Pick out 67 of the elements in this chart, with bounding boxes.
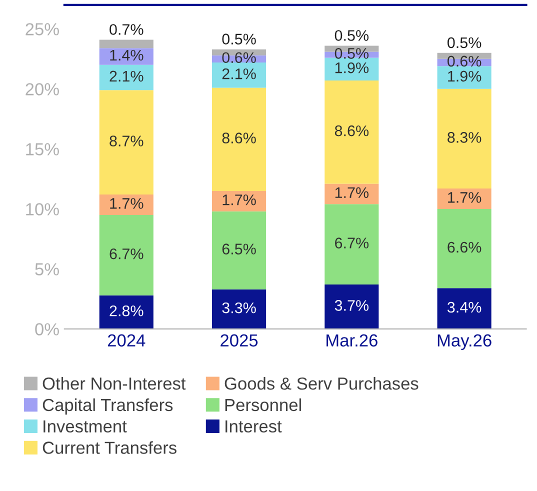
bar [99, 48, 154, 65]
y-tick-label: 25% [26, 23, 59, 36]
bar [212, 211, 266, 290]
x-tick-label: May.26 [438, 334, 492, 350]
data-label: 2.1% [222, 68, 256, 80]
data-label: 6.7% [335, 238, 369, 248]
data-label: 6.5% [222, 244, 256, 254]
data-label: 2.1% [110, 70, 144, 82]
data-label: 1.7% [222, 194, 256, 206]
bar [99, 40, 154, 48]
y-tick-label: 20% [26, 83, 59, 96]
data-label: 0.5% [334, 30, 369, 41]
y-tick-label: 15% [26, 143, 59, 156]
data-label: 8.7% [110, 136, 144, 146]
bar [99, 214, 154, 296]
x-tick-label: Mar.26 [326, 334, 378, 347]
bar [99, 295, 154, 329]
legend-label: Capital Transfers [42, 398, 173, 415]
bar [324, 58, 379, 81]
data-label: 6.6% [448, 242, 482, 253]
bar [324, 80, 379, 184]
data-label: 3.3% [222, 302, 256, 314]
legend-label: Personnel [225, 398, 301, 412]
data-label: 3.7% [334, 300, 369, 311]
legend-label: Interest [226, 420, 282, 433]
data-label: 8.6% [222, 132, 256, 144]
data-label: 8.6% [334, 125, 369, 136]
data-label: 1.7% [110, 198, 144, 209]
bar [324, 184, 379, 204]
bar [437, 88, 492, 189]
bar [212, 190, 266, 212]
data-label: 2.8% [110, 305, 144, 316]
data-label: 6.7% [110, 248, 144, 260]
bar [212, 289, 266, 329]
bar [212, 62, 266, 88]
data-label: 1.4% [110, 50, 144, 61]
legend-label: Investment [44, 420, 127, 433]
bar [99, 64, 154, 90]
data-label: 0.5% [222, 34, 256, 44]
data-label: 0.6% [222, 52, 256, 64]
data-label: 1.9% [335, 62, 369, 74]
data-label: 3.4% [447, 302, 482, 313]
bar [437, 208, 492, 288]
bar [99, 90, 154, 195]
data-label: 0.5% [447, 37, 482, 48]
bar [437, 66, 492, 89]
data-label: 1.7% [335, 187, 369, 198]
y-tick-label: 0% [35, 323, 59, 336]
data-label: 1.7% [448, 192, 482, 203]
legend-label: Other Non-Interest [42, 377, 186, 390]
x-tick-label: 2025 [220, 334, 258, 347]
x-tick-label: 2024 [108, 334, 146, 347]
bar [212, 88, 266, 191]
bar [324, 204, 379, 285]
data-label: 1.9% [448, 70, 482, 82]
y-tick-label: 10% [26, 203, 59, 216]
bar [437, 188, 492, 209]
legend-label: Current Transfers [42, 441, 176, 454]
data-label: 0.5% [334, 48, 369, 59]
data-label: 8.3% [448, 132, 482, 143]
y-tick-label: 5% [35, 263, 59, 276]
bar [324, 284, 379, 329]
data-label: 0.6% [447, 56, 482, 67]
data-label: 0.7% [110, 24, 144, 35]
bar [437, 288, 492, 329]
bar [99, 194, 154, 215]
legend-label: Goods & Serv Purchases [224, 377, 418, 390]
